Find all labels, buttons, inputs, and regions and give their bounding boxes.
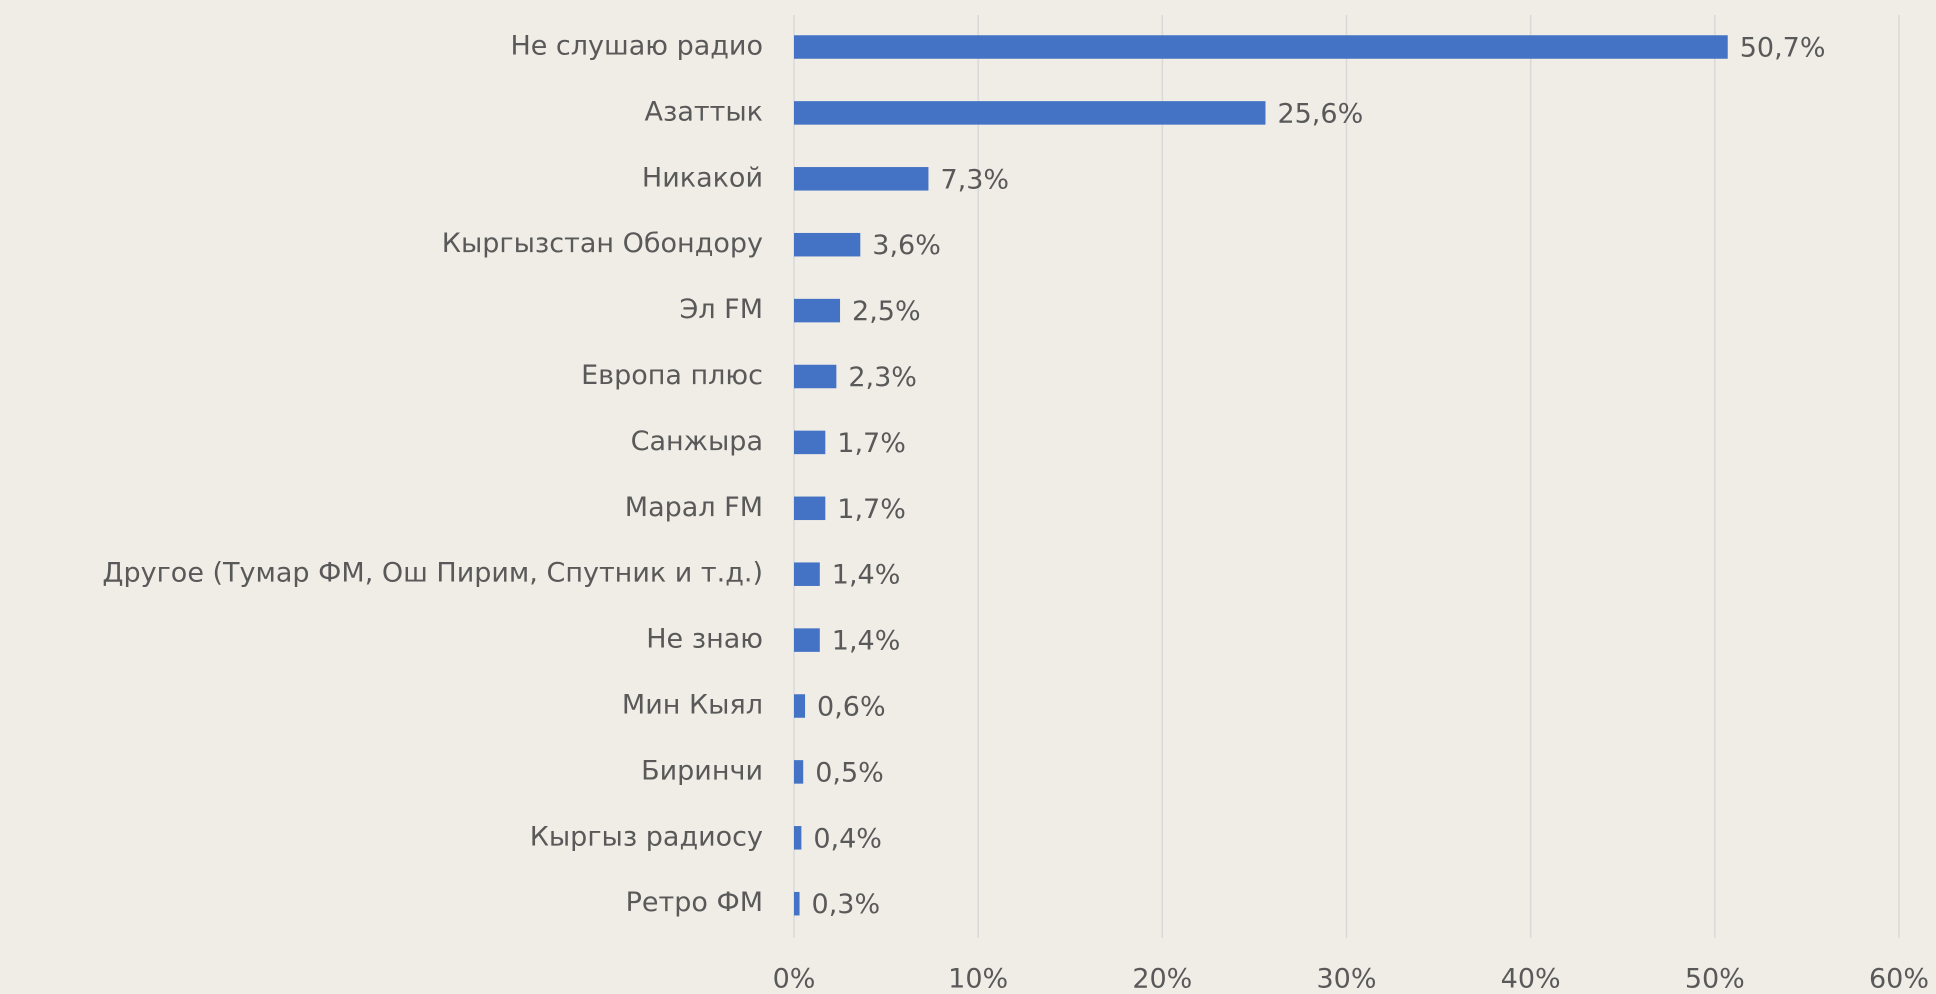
value-label: 0,4% [813, 823, 882, 854]
y-tick-label: Биринчи [641, 755, 763, 786]
y-tick-label: Не знаю [646, 624, 763, 655]
value-label: 0,6% [817, 692, 886, 723]
bar [794, 298, 841, 323]
bar [794, 167, 929, 191]
y-tick-label: Санжыра [631, 426, 763, 457]
value-label: 50,7% [1740, 33, 1826, 64]
bar [794, 826, 802, 850]
value-label: 7,3% [940, 164, 1009, 195]
value-label: 1,7% [837, 494, 906, 525]
value-label: 0,5% [815, 757, 884, 788]
value-label: 25,6% [1277, 98, 1363, 129]
y-tick-label: Кыргыз радиосу [530, 821, 763, 852]
x-tick-label: 40% [1501, 964, 1561, 994]
value-label: 1,7% [837, 428, 906, 459]
y-tick-label: Марал FM [625, 492, 763, 523]
bar [794, 364, 837, 389]
y-tick-label: Азаттык [645, 96, 763, 127]
value-label: 1,4% [832, 560, 901, 591]
bar [794, 496, 826, 521]
bar [794, 891, 800, 916]
bar [794, 430, 826, 455]
x-tick-label: 0% [773, 964, 816, 994]
bar [794, 562, 820, 586]
value-label: 3,6% [872, 230, 941, 261]
bar [794, 232, 861, 257]
bar [794, 628, 820, 652]
bar [794, 101, 1266, 125]
bar [794, 694, 806, 718]
y-tick-label: Ретро ФМ [626, 887, 763, 918]
y-tick-label: Не слушаю радио [510, 31, 763, 62]
x-tick-label: 30% [1316, 964, 1376, 994]
value-label: 1,4% [832, 626, 901, 657]
y-tick-label: Другое (Тумар ФМ, Ош Пирим, Спутник и т.… [102, 558, 763, 589]
value-label: 2,5% [852, 296, 921, 327]
x-tick-label: 20% [1132, 964, 1192, 994]
value-label: 0,3% [812, 889, 881, 920]
y-tick-label: Европа плюс [581, 360, 763, 391]
x-tick-label: 60% [1869, 964, 1929, 994]
y-tick-label: Никакой [642, 162, 763, 193]
y-tick-label: Эл FM [679, 294, 763, 325]
x-tick-label: 50% [1685, 964, 1745, 994]
y-tick-label: Кыргызстан Обондору [442, 228, 763, 259]
value-label: 2,3% [848, 362, 917, 393]
bar [794, 760, 804, 784]
y-tick-label: Мин Кыял [622, 690, 763, 721]
x-tick-label: 10% [948, 964, 1008, 994]
bar [794, 35, 1728, 59]
